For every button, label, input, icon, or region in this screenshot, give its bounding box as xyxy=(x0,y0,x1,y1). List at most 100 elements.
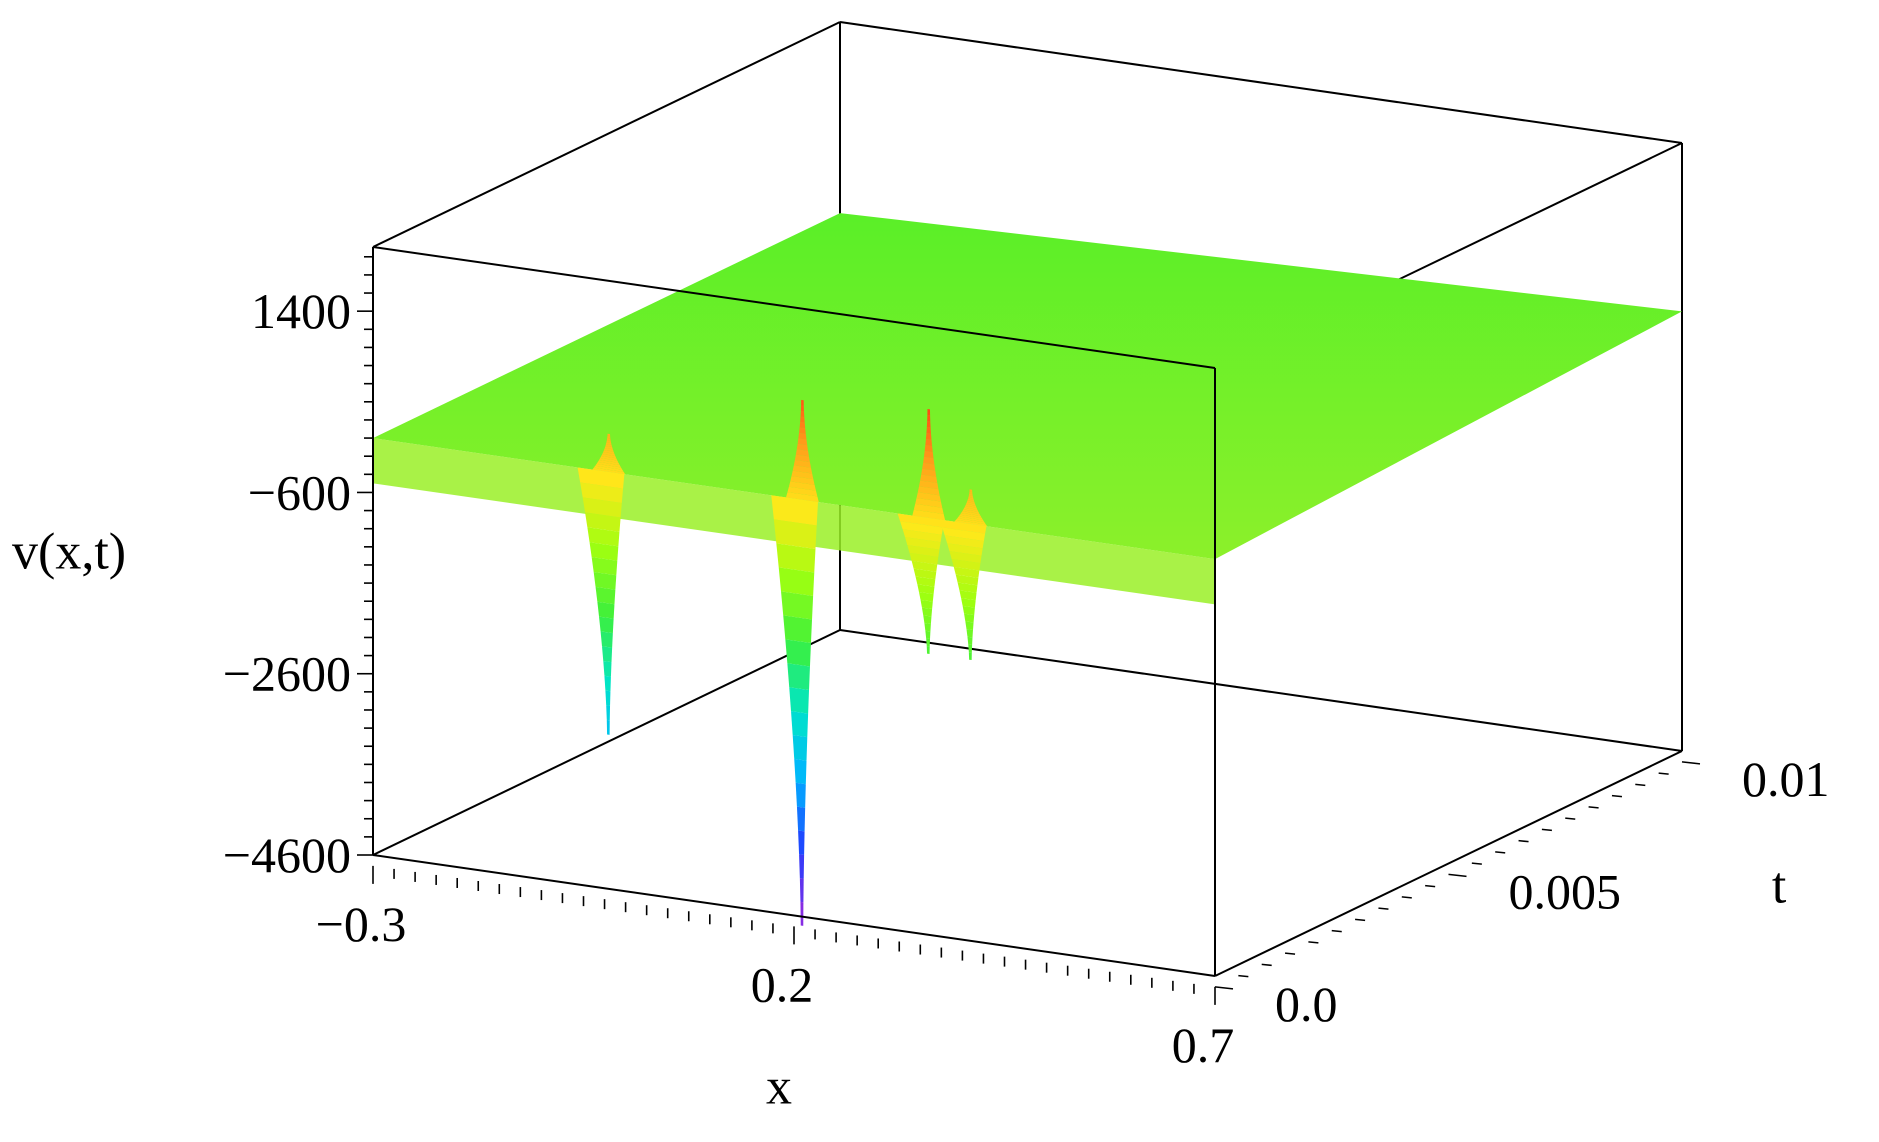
spike-band xyxy=(925,630,931,639)
box-edge xyxy=(839,21,1683,144)
spike-band xyxy=(966,500,975,504)
spike-band xyxy=(922,462,936,471)
t-minor-tick xyxy=(1401,896,1412,899)
box-edge xyxy=(372,629,841,856)
spike-band xyxy=(591,557,618,576)
spike-band xyxy=(606,437,611,441)
spike-band xyxy=(605,444,613,448)
spike-band xyxy=(787,486,818,497)
spike-band xyxy=(959,590,977,601)
t-minor-tick xyxy=(1355,918,1366,922)
t-minor-tick xyxy=(1635,783,1646,787)
spike-band xyxy=(954,519,988,527)
spike-band xyxy=(926,427,931,434)
spike-band xyxy=(915,498,943,508)
spike-band xyxy=(771,495,818,526)
spike-band xyxy=(597,601,615,619)
spike-band xyxy=(965,621,974,631)
t-minor-tick xyxy=(1541,828,1552,832)
spike-band xyxy=(962,605,975,616)
spike-band xyxy=(925,433,932,440)
spike-band xyxy=(577,467,625,489)
surface-spike xyxy=(577,433,626,735)
spike-band xyxy=(967,498,975,502)
t-minor-tick xyxy=(1308,941,1319,944)
spike-band xyxy=(944,535,984,549)
z-axis-title: v(x,t) xyxy=(12,524,126,581)
spike-band xyxy=(917,584,935,595)
spike-band xyxy=(955,518,986,525)
spike-band xyxy=(606,439,612,443)
t-axis: 0.0 0.005 0.01 t xyxy=(1214,751,1830,1032)
x-axis: −0.3 0.2 0.7 x xyxy=(316,865,1234,1116)
spike-band xyxy=(961,598,976,608)
spike-band xyxy=(927,415,931,422)
spike-band xyxy=(580,482,624,504)
t-minor-tick xyxy=(1284,952,1296,955)
spike-band xyxy=(587,527,620,547)
box-edge xyxy=(372,21,841,248)
spike-band xyxy=(799,427,806,434)
spike-band xyxy=(927,408,931,416)
spike-band xyxy=(794,758,807,785)
spike-band xyxy=(962,509,980,514)
t-tick-label: 0.01 xyxy=(1742,751,1830,807)
spike-band xyxy=(955,574,979,586)
spike-band xyxy=(798,432,807,440)
spike-band xyxy=(947,543,983,556)
spike-band xyxy=(602,452,616,456)
spike-band xyxy=(916,492,941,502)
spike-band xyxy=(778,567,815,596)
x-tick-label: 0.2 xyxy=(751,957,814,1013)
surface-spike xyxy=(771,399,819,926)
spike-band xyxy=(964,613,975,623)
spike-band xyxy=(905,537,941,550)
spike-band xyxy=(913,568,937,580)
spike-band xyxy=(601,454,617,459)
spike-band xyxy=(966,629,973,638)
spike-band xyxy=(926,421,931,428)
spike-band xyxy=(592,467,626,475)
z-tick-label: −2600 xyxy=(223,646,351,702)
spike-band xyxy=(923,450,934,459)
spike-band xyxy=(785,639,811,667)
spike-band xyxy=(968,496,974,500)
spike-band xyxy=(798,830,805,856)
spike-band xyxy=(801,399,804,406)
spike-band xyxy=(599,616,614,634)
spike-band xyxy=(917,486,940,496)
spike-band xyxy=(963,507,979,512)
spike-band xyxy=(907,545,940,558)
spike-band xyxy=(800,410,805,417)
spike-band xyxy=(939,519,987,534)
spike-band xyxy=(965,504,977,508)
spike-band xyxy=(796,443,809,451)
spike-band xyxy=(920,474,938,483)
spike-band xyxy=(911,560,938,572)
spike-band xyxy=(595,586,616,605)
spike-band xyxy=(913,503,944,515)
spike-band xyxy=(902,529,942,543)
spike-band xyxy=(781,591,814,620)
t-major-tick xyxy=(1214,986,1234,990)
spike-band xyxy=(799,878,804,903)
spike-band xyxy=(800,405,804,412)
spike-band xyxy=(900,521,944,535)
spike-band xyxy=(595,463,623,470)
spike-band xyxy=(925,438,933,446)
box-edge xyxy=(372,246,1216,369)
spike-band xyxy=(915,576,936,587)
t-tick-label: 0.005 xyxy=(1509,864,1622,920)
surface-plane xyxy=(373,213,1682,560)
spike-band xyxy=(923,456,935,465)
t-minor-tick xyxy=(1518,839,1529,843)
spike-band xyxy=(603,450,615,454)
spike-band xyxy=(600,631,613,648)
spike-band xyxy=(600,456,618,461)
spike-band xyxy=(601,646,613,663)
spike-band xyxy=(949,551,982,564)
box-edge xyxy=(1214,750,1683,977)
spike-band xyxy=(958,514,983,520)
spike-band xyxy=(969,491,973,494)
